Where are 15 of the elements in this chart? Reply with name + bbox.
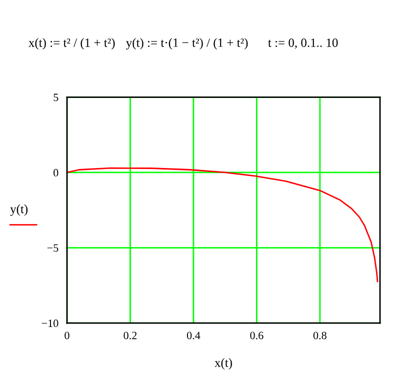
x-tick-label: 0.4 [186,332,200,340]
y-tick-label: −10 [42,320,58,328]
y-tick-label: −5 [47,244,58,252]
line-series [66,167,378,282]
x-tick-label: 0.2 [124,332,137,340]
x-tick-label: 0.8 [313,332,326,340]
x-tick-label: 0.6 [250,332,264,340]
y-axis-title: y(t) [10,204,28,216]
text: y(t) := t·(1 − t²) / (1 + t²) [126,38,248,50]
x-tick-label: 0 [64,332,70,340]
y-tick-label: 0 [54,168,58,176]
x-axis-title: x(t) [214,358,232,370]
y-tick-label: 5 [54,94,58,102]
text: t := 0, 0.1.. 10 [268,38,338,49]
text: x(t) := t² / (1 + t²) [28,38,115,50]
